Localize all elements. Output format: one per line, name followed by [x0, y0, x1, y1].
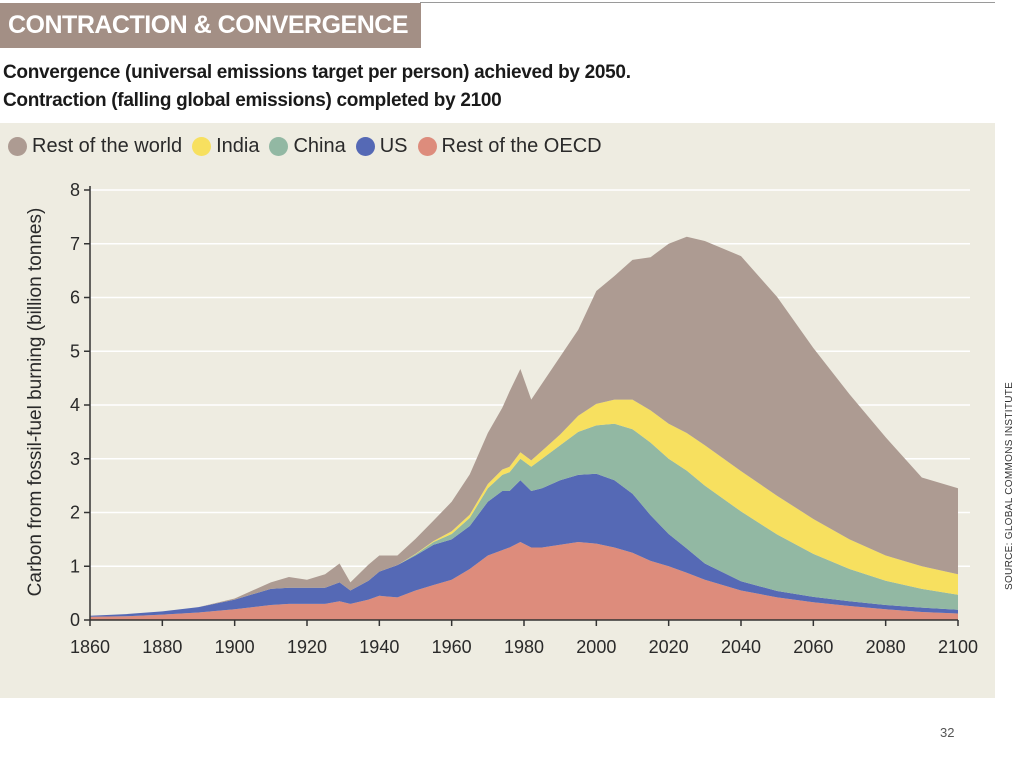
- area-series-rest-of-the-world: [90, 236, 958, 616]
- legend-label-us: US: [379, 134, 408, 157]
- legend-swatch-rest-of-oecd: [417, 136, 437, 156]
- x-tick-label-1880: 1880: [142, 637, 182, 657]
- y-tick-label-8: 8: [70, 180, 80, 200]
- legend-label-rest-of-oecd: Rest of the OECD: [441, 134, 602, 157]
- x-tick-label-1940: 1940: [359, 637, 399, 657]
- legend-label-china: China: [293, 134, 346, 157]
- legend-item-china: China: [269, 134, 346, 158]
- legend-swatch-rest-of-world: [8, 136, 27, 156]
- legend-swatch-china: [269, 136, 289, 156]
- x-tick-label-1980: 1980: [504, 637, 544, 657]
- legend-item-rest-of-world: Rest of the world: [8, 135, 182, 158]
- subtitle-contraction: Contraction (falling global emissions) c…: [3, 90, 502, 111]
- x-tick-label-1920: 1920: [287, 637, 327, 657]
- chart-legend: Rest of the world India China US Rest of…: [8, 133, 612, 159]
- x-tick-label-1900: 1900: [215, 637, 255, 657]
- area-series-us: [90, 473, 958, 617]
- x-tick-label-2020: 2020: [649, 637, 689, 657]
- legend-item-rest-of-oecd: Rest of the OECD: [417, 134, 602, 158]
- area-series-india: [90, 399, 958, 616]
- legend-label-rest-of-world: Rest of the world: [32, 134, 183, 157]
- y-tick-label-4: 4: [70, 395, 80, 415]
- subtitle-convergence: Convergence (universal emissions target …: [3, 62, 631, 83]
- legend-item-us: US: [355, 134, 408, 158]
- x-tick-label-1960: 1960: [432, 637, 472, 657]
- x-tick-label-2060: 2060: [793, 637, 833, 657]
- legend-label-india: India: [216, 134, 260, 157]
- legend-swatch-india: [192, 136, 212, 156]
- legend-swatch-us: [355, 136, 375, 156]
- x-tick-label-2080: 2080: [866, 637, 906, 657]
- page-number: 32: [940, 725, 955, 740]
- area-series-rest-of-the-oecd: [90, 542, 958, 620]
- x-tick-label-2000: 2000: [576, 637, 616, 657]
- y-tick-label-7: 7: [70, 234, 80, 254]
- x-tick-label-1860: 1860: [70, 637, 110, 657]
- y-tick-label-5: 5: [70, 341, 80, 361]
- y-tick-label-1: 1: [70, 556, 80, 576]
- y-tick-label-3: 3: [70, 449, 80, 469]
- y-axis-label: Carbon from fossil-fuel burning (billion…: [25, 207, 46, 597]
- chart-title-banner: CONTRACTION & CONVERGENCE MODEL: [0, 3, 421, 84]
- source-note: SOURCE: GLOBAL COMMONS INSTITUTE: [1004, 381, 1015, 590]
- top-rule: [420, 2, 995, 3]
- x-tick-label-2100: 2100: [938, 637, 978, 657]
- y-tick-label-0: 0: [70, 610, 80, 630]
- y-tick-label-2: 2: [70, 503, 80, 523]
- legend-item-india: India: [192, 135, 259, 158]
- x-tick-label-2040: 2040: [721, 637, 761, 657]
- y-tick-label-6: 6: [70, 288, 80, 308]
- area-series-china: [90, 423, 958, 616]
